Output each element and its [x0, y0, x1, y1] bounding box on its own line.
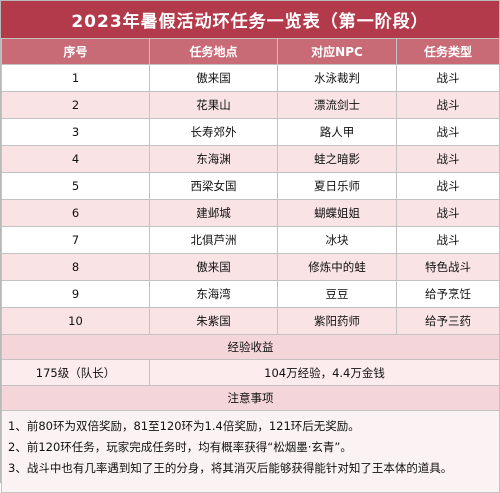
exp-reward: 104万经验，4.4万金钱 [149, 359, 500, 386]
cell-type: 战斗 [396, 226, 500, 254]
cell-type: 给予三药 [396, 307, 500, 335]
cell-no: 8 [1, 253, 150, 281]
exp-heading: 经验收益 [1, 334, 500, 360]
table-row: 4 东海渊 蛙之暗影 战斗 [1, 145, 500, 173]
notes-row: 1、前80环为双倍奖励，81至120环为1.4倍奖励，121环后无奖励。 2、前… [1, 410, 500, 493]
cell-npc: 修炼中的蛙 [277, 253, 397, 281]
cell-no: 1 [1, 64, 150, 92]
cell-place: 东海湾 [149, 280, 278, 308]
cell-npc: 水泳裁判 [277, 64, 397, 92]
table-row: 6 建邺城 蝴蝶姐姐 战斗 [1, 199, 500, 227]
task-table: 序号 任务地点 对应NPC 任务类型 1 傲来国 水泳裁判 战斗 2 花果山 漂… [1, 38, 500, 493]
cell-place: 花果山 [149, 91, 278, 119]
cell-no: 9 [1, 280, 150, 308]
table-title: 2023年暑假活动环任务一览表（第一阶段） [1, 1, 499, 39]
notes-body: 1、前80环为双倍奖励，81至120环为1.4倍奖励，121环后无奖励。 2、前… [1, 410, 500, 493]
cell-place: 长寿郊外 [149, 118, 278, 146]
table-row: 9 东海湾 豆豆 给予烹饪 [1, 280, 500, 308]
table-row: 10 朱紫国 紫阳药师 给予三药 [1, 307, 500, 335]
cell-no: 3 [1, 118, 150, 146]
header-row: 序号 任务地点 对应NPC 任务类型 [1, 38, 500, 65]
cell-type: 战斗 [396, 172, 500, 200]
cell-npc: 蛙之暗影 [277, 145, 397, 173]
table-row: 3 长寿郊外 路人甲 战斗 [1, 118, 500, 146]
cell-type: 战斗 [396, 145, 500, 173]
table-row: 8 傲来国 修炼中的蛙 特色战斗 [1, 253, 500, 281]
cell-npc: 蝴蝶姐姐 [277, 199, 397, 227]
note-line: 3、战斗中也有几率遇到知了王的分身，将其消灭后能够获得能针对知了王本体的道具。 [8, 461, 453, 475]
cell-npc: 漂流剑士 [277, 91, 397, 119]
cell-npc: 冰块 [277, 226, 397, 254]
cell-type: 战斗 [396, 199, 500, 227]
cell-place: 朱紫国 [149, 307, 278, 335]
cell-place: 傲来国 [149, 64, 278, 92]
header-npc: 对应NPC [277, 38, 397, 65]
header-no: 序号 [1, 38, 150, 65]
exp-row: 175级（队长） 104万经验，4.4万金钱 [1, 359, 500, 386]
header-place: 任务地点 [149, 38, 278, 65]
notes-heading: 注意事项 [1, 385, 500, 411]
cell-place: 东海渊 [149, 145, 278, 173]
cell-no: 10 [1, 307, 150, 335]
cell-place: 西梁女国 [149, 172, 278, 200]
cell-type: 特色战斗 [396, 253, 500, 281]
table-row: 7 北俱芦洲 冰块 战斗 [1, 226, 500, 254]
note-line: 2、前120环任务，玩家完成任务时，均有概率获得“松烟墨·玄青”。 [8, 440, 352, 454]
cell-place: 北俱芦洲 [149, 226, 278, 254]
cell-npc: 紫阳药师 [277, 307, 397, 335]
cell-type: 战斗 [396, 64, 500, 92]
cell-no: 4 [1, 145, 150, 173]
notes-heading-row: 注意事项 [1, 385, 500, 411]
table-row: 5 西梁女国 夏日乐师 战斗 [1, 172, 500, 200]
exp-heading-row: 经验收益 [1, 334, 500, 360]
cell-no: 5 [1, 172, 150, 200]
table-row: 1 傲来国 水泳裁判 战斗 [1, 64, 500, 92]
note-line: 1、前80环为双倍奖励，81至120环为1.4倍奖励，121环后无奖励。 [8, 419, 360, 433]
cell-npc: 路人甲 [277, 118, 397, 146]
cell-npc: 夏日乐师 [277, 172, 397, 200]
cell-place: 建邺城 [149, 199, 278, 227]
cell-no: 2 [1, 91, 150, 119]
cell-type: 战斗 [396, 91, 500, 119]
exp-level: 175级（队长） [1, 359, 150, 386]
cell-no: 7 [1, 226, 150, 254]
cell-npc: 豆豆 [277, 280, 397, 308]
table-row: 2 花果山 漂流剑士 战斗 [1, 91, 500, 119]
cell-type: 给予烹饪 [396, 280, 500, 308]
cell-no: 6 [1, 199, 150, 227]
cell-place: 傲来国 [149, 253, 278, 281]
header-type: 任务类型 [396, 38, 500, 65]
cell-type: 战斗 [396, 118, 500, 146]
